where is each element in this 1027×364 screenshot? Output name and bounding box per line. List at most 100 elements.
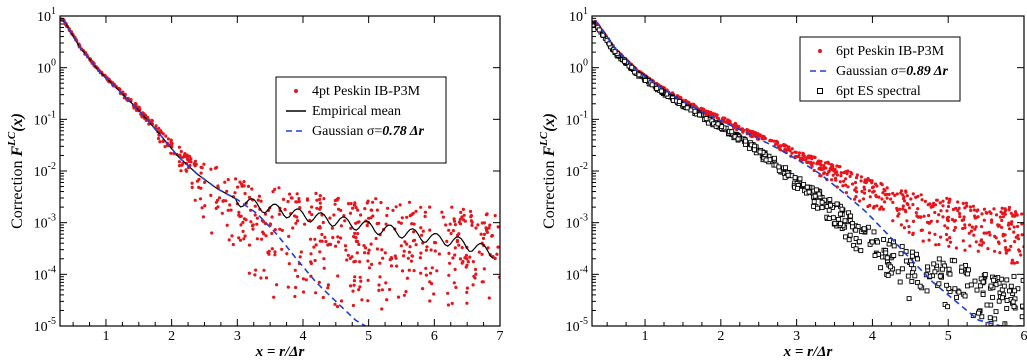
data-point [452, 217, 456, 221]
data-point [327, 242, 331, 246]
data-square [936, 281, 942, 287]
data-point [270, 247, 274, 251]
data-point [277, 186, 281, 190]
data-point [954, 246, 959, 250]
data-point [237, 213, 241, 217]
data-point [247, 243, 252, 247]
x-tick-label: 3 [234, 329, 241, 344]
data-point [273, 187, 277, 191]
data-point [446, 303, 450, 307]
data-square [592, 22, 596, 28]
data-point [891, 191, 895, 195]
data-point [956, 209, 960, 213]
data-point [1015, 213, 1019, 217]
data-point [919, 228, 923, 232]
data-point [945, 238, 949, 242]
data-point [395, 264, 399, 268]
data-point [209, 167, 213, 171]
data-point [314, 191, 318, 195]
data-point [435, 269, 439, 273]
data-point [375, 222, 379, 226]
data-square [832, 220, 838, 226]
data-point [1014, 235, 1018, 239]
data-point [424, 248, 428, 252]
x-axis-label: x = r/Δr [783, 344, 833, 360]
data-point [199, 165, 203, 169]
data-point [850, 182, 855, 186]
data-point [870, 179, 874, 183]
data-point [336, 305, 340, 309]
data-point [461, 207, 465, 211]
data-point [220, 211, 224, 215]
data-square [596, 27, 602, 33]
data-point [353, 231, 357, 235]
data-point [293, 214, 297, 218]
data-point [214, 206, 218, 210]
data-point [885, 196, 889, 200]
data-square [899, 266, 905, 272]
data-point [447, 228, 451, 232]
data-point [177, 160, 181, 164]
data-point [782, 144, 786, 148]
data-point [384, 281, 388, 285]
data-point [275, 283, 279, 287]
data-point [872, 189, 876, 193]
data-point [813, 155, 817, 160]
data-point [406, 256, 410, 260]
data-square [715, 121, 721, 127]
data-point [410, 254, 414, 258]
data-point [901, 207, 905, 211]
y-tick-label: 10-4 [34, 264, 56, 283]
data-point [460, 246, 464, 250]
data-point [280, 247, 284, 251]
data-point [465, 290, 469, 294]
data-point [352, 283, 356, 287]
data-point [270, 231, 274, 235]
data-square [828, 202, 833, 208]
data-point [891, 219, 895, 223]
data-square [1020, 277, 1024, 283]
data-point [947, 244, 951, 248]
data-point [267, 252, 271, 256]
data-square [872, 253, 878, 258]
data-point [1020, 212, 1024, 216]
data-square [974, 287, 980, 293]
data-point [243, 234, 247, 238]
y-tick-label: 10-3 [34, 213, 56, 232]
data-point [349, 202, 353, 206]
data-point [408, 245, 412, 249]
data-square [954, 294, 959, 300]
data-point [909, 197, 913, 201]
data-point [1007, 248, 1011, 252]
data-square [959, 264, 965, 270]
data-square [654, 85, 660, 91]
data-square [804, 184, 810, 190]
data-square [771, 155, 777, 161]
data-point [819, 167, 823, 172]
data-point [273, 253, 277, 257]
data-point [189, 157, 193, 161]
y-tick-label: 101 [569, 6, 588, 25]
data-point [690, 102, 695, 106]
data-point [797, 154, 801, 158]
data-point [1010, 258, 1015, 262]
data-point [268, 222, 272, 226]
data-point [853, 197, 857, 201]
data-square [939, 266, 945, 272]
data-square [946, 266, 952, 272]
data-point [999, 210, 1003, 214]
data-point [801, 151, 805, 155]
data-point [385, 298, 389, 302]
data-point [978, 243, 982, 247]
data-point [962, 215, 966, 219]
x-tick-label: 6 [431, 329, 438, 344]
data-point [313, 237, 317, 241]
data-point [997, 241, 1001, 245]
data-point [407, 268, 411, 272]
data-point [384, 222, 388, 226]
data-point [990, 218, 994, 222]
data-point [407, 250, 411, 254]
data-point [179, 169, 183, 173]
data-point [1000, 225, 1004, 229]
data-point [297, 197, 301, 201]
